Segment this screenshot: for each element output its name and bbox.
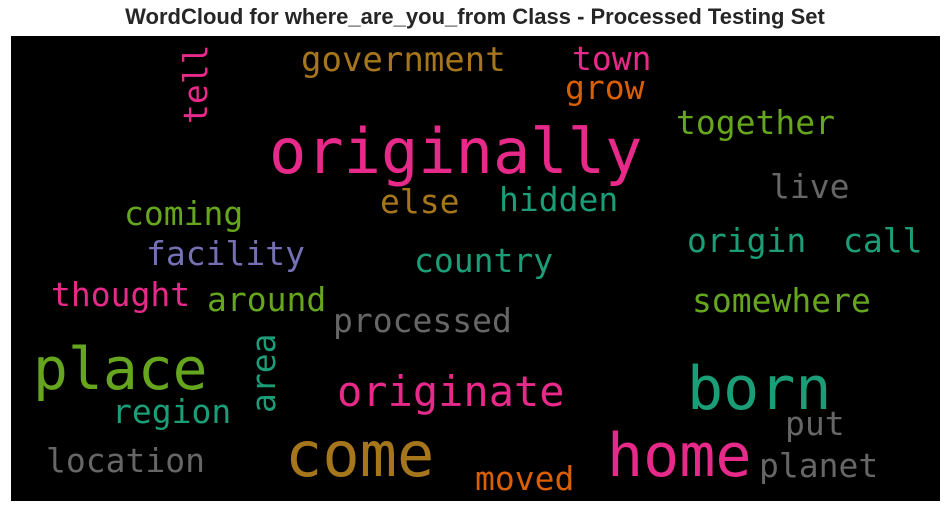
word-location: location xyxy=(46,441,205,480)
word-moved: moved xyxy=(475,459,574,498)
word-cloud: originally born come home place originate gove… xyxy=(11,36,940,501)
word-government: government xyxy=(301,40,506,80)
word-country: country xyxy=(414,241,553,280)
word-hidden: hidden xyxy=(499,180,618,219)
word-processed: processed xyxy=(333,301,512,340)
word-coming: coming xyxy=(124,194,243,233)
word-area: area xyxy=(244,334,283,413)
word-born: born xyxy=(687,354,832,424)
word-together: together xyxy=(676,103,835,142)
word-grow: grow xyxy=(565,68,645,107)
chart-title: WordCloud for where_are_you_from Class -… xyxy=(125,4,825,29)
word-originate: originate xyxy=(337,367,565,416)
word-come: come xyxy=(285,418,434,491)
word-live: live xyxy=(770,167,849,206)
word-put: put xyxy=(785,404,845,443)
word-originally: originally xyxy=(269,115,642,188)
word-origin: origin xyxy=(687,221,806,260)
word-place: place xyxy=(33,335,208,403)
word-somewhere: somewhere xyxy=(692,281,871,320)
word-around: around xyxy=(207,280,326,319)
word-town: town xyxy=(572,39,651,78)
word-home: home xyxy=(607,421,752,491)
word-else: else xyxy=(380,182,459,221)
word-planet: planet xyxy=(759,446,878,485)
word-facility: facility xyxy=(146,234,305,273)
word-thought: thought xyxy=(51,275,190,314)
word-cloud-svg: originally born come home place originate gove… xyxy=(11,36,940,501)
word-region: region xyxy=(112,392,231,431)
word-call: call xyxy=(843,221,922,260)
word-tell: tell xyxy=(176,45,215,124)
